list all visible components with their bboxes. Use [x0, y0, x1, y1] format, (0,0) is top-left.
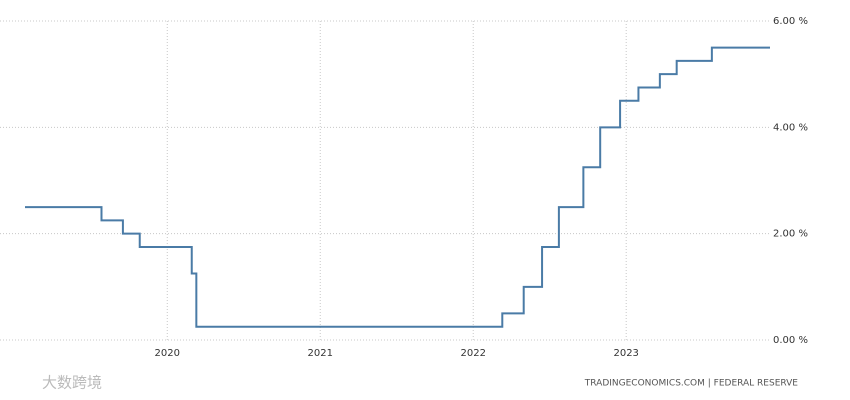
line: [25, 46, 770, 328]
y-tick-label: 2.00 %: [773, 229, 808, 240]
y-tick-label: 6.00 %: [773, 16, 808, 27]
x-tick-label: 2020: [155, 348, 180, 359]
x-tick-label: 2022: [460, 348, 485, 359]
y-tick-label: 0.00 %: [773, 335, 808, 346]
watermark: 大数跨境: [42, 374, 102, 392]
y-tick-label: 4.00 %: [773, 122, 808, 133]
source: TRADINGECONOMICS.COM | FEDERAL RESERVE: [584, 379, 799, 389]
x-tick-label: 2021: [308, 348, 333, 359]
x-tick-label: 2023: [613, 348, 638, 359]
